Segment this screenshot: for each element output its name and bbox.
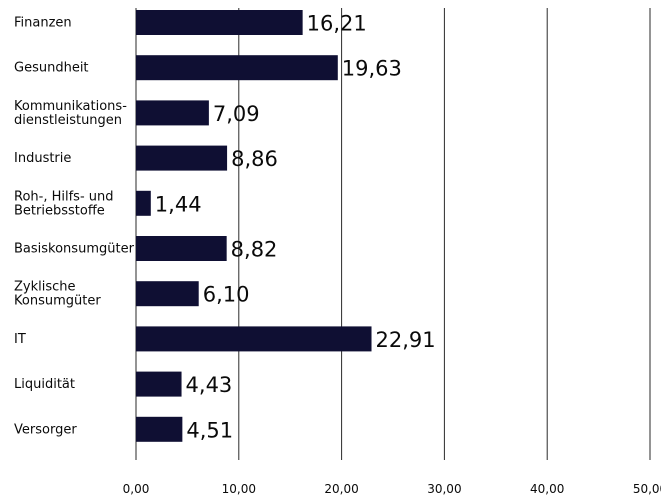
category-label: Industrie	[14, 151, 71, 166]
value-label: 8,82	[231, 238, 278, 262]
category-label: Roh-, Hilfs- und Betriebsstoffe	[14, 189, 114, 218]
value-label: 6,10	[203, 283, 250, 307]
x-tick-label: 10,00	[222, 482, 256, 496]
bar	[136, 55, 338, 81]
category-label: Kommunikations-dienstleistungen	[14, 99, 127, 128]
value-label: 22,91	[376, 328, 436, 352]
category-label: Basiskonsumgüter	[14, 242, 135, 257]
value-label: 19,63	[342, 57, 402, 81]
category-label: Finanzen	[14, 16, 72, 31]
category-label: Liquidität	[14, 377, 75, 392]
category-label: Versorger	[14, 422, 77, 437]
x-tick-label: 30,00	[427, 482, 461, 496]
x-tick-label: 50,00	[633, 482, 661, 496]
x-tick-label: 20,00	[324, 482, 358, 496]
value-label: 1,44	[155, 192, 202, 216]
bar	[136, 326, 372, 352]
category-label: Zyklische Konsumgüter	[14, 280, 101, 309]
x-tick-label: 40,00	[530, 482, 564, 496]
value-label: 7,09	[213, 102, 260, 126]
value-label: 16,21	[307, 12, 367, 36]
bars	[136, 10, 372, 442]
x-axis-ticks: 0,00 10,00 20,00 30,00 40,00 50,00	[123, 482, 661, 496]
bar	[136, 236, 227, 261]
bar	[136, 371, 182, 397]
bar	[136, 281, 199, 307]
value-label: 4,43	[186, 373, 233, 397]
labels: 16,21 Finanzen 19,63 Gesundheit 7,09 Kommunik…	[14, 12, 436, 443]
bar	[136, 10, 303, 35]
bar	[136, 190, 151, 216]
x-tick-label: 0,00	[123, 482, 150, 496]
value-label: 8,86	[231, 147, 278, 171]
bar	[136, 100, 209, 126]
bar	[136, 416, 183, 442]
category-label: Gesundheit	[14, 61, 89, 76]
value-label: 4,51	[186, 418, 233, 442]
category-label: IT	[14, 332, 26, 347]
bar	[136, 145, 228, 171]
